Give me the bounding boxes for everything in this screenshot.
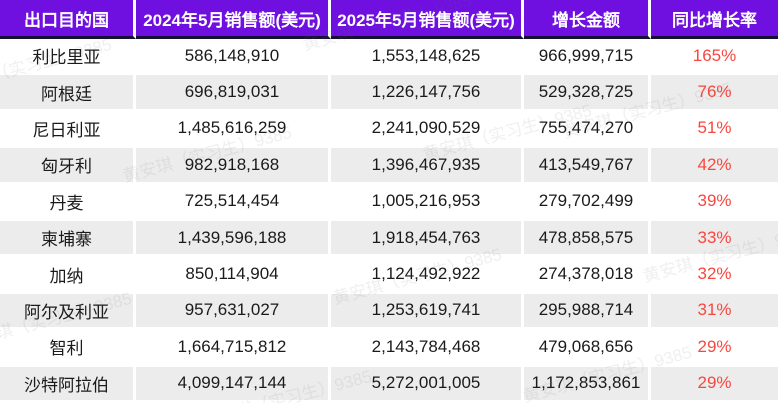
cell-yoy-rate: 51% — [651, 111, 778, 149]
cell-yoy-rate: 42% — [651, 148, 778, 185]
table-body: 利比里亚 586,148,910 1,553,148,625 966,999,7… — [0, 39, 778, 403]
cell-sales-2024: 4,099,147,144 — [136, 366, 331, 403]
cell-growth-amount: 755,474,270 — [524, 111, 651, 149]
table-row: 尼日利亚 1,485,616,259 2,241,090,529 755,474… — [0, 111, 778, 149]
header-cell-growth-amount: 增长金额 — [524, 0, 651, 39]
cell-sales-2024: 982,918,168 — [136, 148, 331, 185]
table-row: 阿尔及利亚 957,631,027 1,253,619,741 295,988,… — [0, 293, 778, 331]
table-row: 加纳 850,114,904 1,124,492,922 274,378,018… — [0, 257, 778, 294]
cell-growth-amount: 274,378,018 — [524, 257, 651, 294]
cell-country: 加纳 — [0, 257, 136, 294]
cell-yoy-rate: 31% — [651, 293, 778, 331]
cell-sales-2025: 1,005,216,953 — [331, 184, 524, 221]
table-row: 阿根廷 696,819,031 1,226,147,756 529,328,72… — [0, 75, 778, 112]
table-row: 丹麦 725,514,454 1,005,216,953 279,702,499… — [0, 184, 778, 221]
cell-growth-amount: 966,999,715 — [524, 39, 651, 76]
cell-sales-2025: 1,918,454,763 — [331, 220, 524, 258]
cell-sales-2024: 725,514,454 — [136, 184, 331, 221]
cell-country: 阿尔及利亚 — [0, 293, 136, 331]
cell-yoy-rate: 76% — [651, 75, 778, 112]
cell-growth-amount: 413,549,767 — [524, 148, 651, 185]
cell-country: 阿根廷 — [0, 75, 136, 112]
cell-yoy-rate: 32% — [651, 257, 778, 294]
cell-sales-2024: 1,485,616,259 — [136, 111, 331, 149]
cell-yoy-rate: 29% — [651, 330, 778, 367]
header-row: 出口目的国 2024年5月销售额(美元) 2025年5月销售额(美元) 增长金额… — [0, 0, 778, 39]
cell-sales-2024: 850,114,904 — [136, 257, 331, 294]
cell-sales-2025: 1,253,619,741 — [331, 293, 524, 331]
cell-growth-amount: 478,858,575 — [524, 220, 651, 258]
table-row: 沙特阿拉伯 4,099,147,144 5,272,001,005 1,172,… — [0, 366, 778, 403]
cell-sales-2025: 5,272,001,005 — [331, 366, 524, 403]
cell-sales-2024: 957,631,027 — [136, 293, 331, 331]
cell-sales-2025: 1,396,467,935 — [331, 148, 524, 185]
cell-sales-2024: 696,819,031 — [136, 75, 331, 112]
cell-growth-amount: 279,702,499 — [524, 184, 651, 221]
cell-country: 丹麦 — [0, 184, 136, 221]
cell-sales-2024: 1,664,715,812 — [136, 330, 331, 367]
header-cell-sales-2024: 2024年5月销售额(美元) — [136, 0, 331, 39]
table-row: 利比里亚 586,148,910 1,553,148,625 966,999,7… — [0, 39, 778, 76]
table-header: 出口目的国 2024年5月销售额(美元) 2025年5月销售额(美元) 增长金额… — [0, 0, 778, 39]
cell-sales-2025: 1,124,492,922 — [331, 257, 524, 294]
cell-sales-2025: 1,553,148,625 — [331, 39, 524, 76]
cell-growth-amount: 529,328,725 — [524, 75, 651, 112]
table-row: 匈牙利 982,918,168 1,396,467,935 413,549,76… — [0, 148, 778, 185]
cell-sales-2025: 2,143,784,468 — [331, 330, 524, 367]
cell-country: 利比里亚 — [0, 39, 136, 76]
cell-country: 匈牙利 — [0, 148, 136, 185]
cell-yoy-rate: 29% — [651, 366, 778, 403]
table-row: 智利 1,664,715,812 2,143,784,468 479,068,6… — [0, 330, 778, 367]
header-cell-yoy-growth-rate: 同比增长率 — [651, 0, 778, 39]
cell-growth-amount: 479,068,656 — [524, 330, 651, 367]
header-cell-sales-2025: 2025年5月销售额(美元) — [331, 0, 524, 39]
cell-yoy-rate: 39% — [651, 184, 778, 221]
cell-country: 智利 — [0, 330, 136, 367]
cell-yoy-rate: 165% — [651, 39, 778, 76]
cell-growth-amount: 1,172,853,861 — [524, 366, 651, 403]
cell-sales-2024: 1,439,596,188 — [136, 220, 331, 258]
cell-growth-amount: 295,988,714 — [524, 293, 651, 331]
header-cell-export-country: 出口目的国 — [0, 0, 136, 39]
cell-sales-2025: 1,226,147,756 — [331, 75, 524, 112]
cell-country: 尼日利亚 — [0, 111, 136, 149]
cell-yoy-rate: 33% — [651, 220, 778, 258]
cell-country: 沙特阿拉伯 — [0, 366, 136, 403]
cell-country: 柬埔寨 — [0, 220, 136, 258]
cell-sales-2025: 2,241,090,529 — [331, 111, 524, 149]
cell-sales-2024: 586,148,910 — [136, 39, 331, 76]
table-row: 柬埔寨 1,439,596,188 1,918,454,763 478,858,… — [0, 220, 778, 258]
